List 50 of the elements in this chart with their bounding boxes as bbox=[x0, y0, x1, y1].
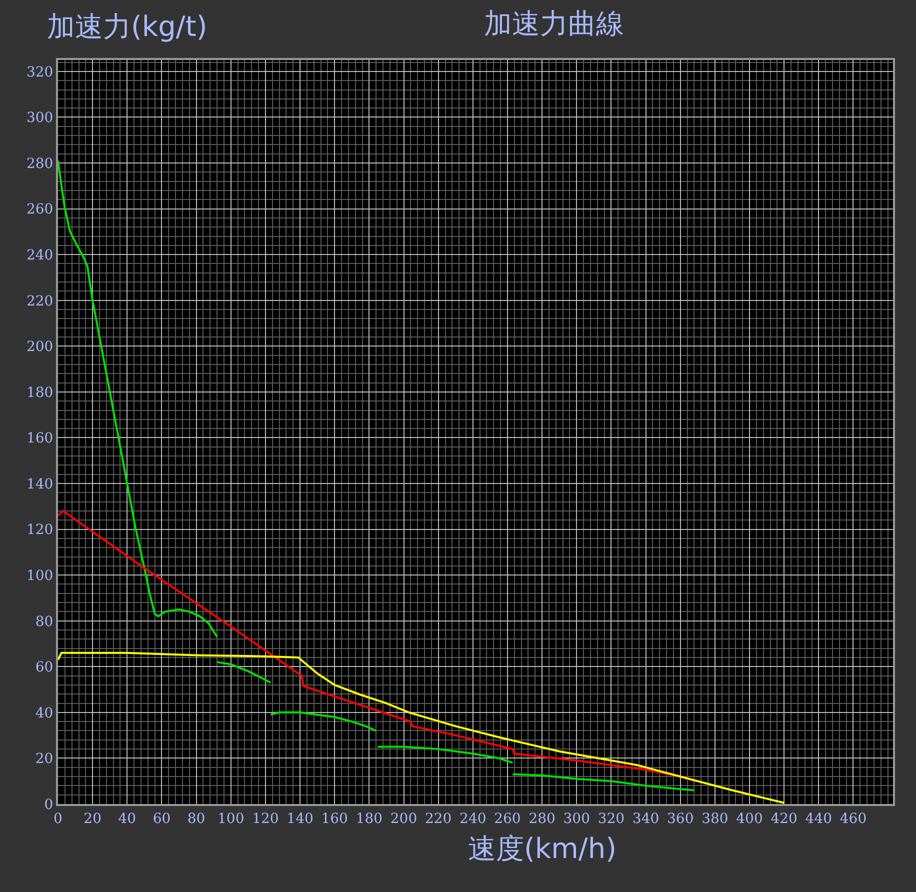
y-tick-label: 160 bbox=[26, 430, 54, 447]
x-tick-label: 140 bbox=[286, 810, 314, 827]
y-tick-label: 280 bbox=[26, 156, 54, 172]
x-tick-label: 260 bbox=[494, 810, 521, 827]
line-series bbox=[376, 746, 514, 764]
x-tick-label: 320 bbox=[598, 810, 625, 827]
x-tick-label: 400 bbox=[736, 810, 763, 827]
y-tick-label: 200 bbox=[26, 339, 54, 356]
x-tick-label: 120 bbox=[252, 810, 279, 827]
y-tick-label: 120 bbox=[26, 522, 54, 538]
x-tick-label: 20 bbox=[84, 810, 102, 827]
x-tick-label: 180 bbox=[356, 810, 383, 827]
x-tick-label: 360 bbox=[666, 810, 694, 827]
line-series bbox=[58, 510, 697, 782]
y-tick-label: 240 bbox=[26, 247, 54, 264]
line-series bbox=[58, 652, 786, 804]
line-series bbox=[270, 711, 378, 732]
x-tick-label: 160 bbox=[321, 810, 348, 827]
x-tick-label: 240 bbox=[460, 810, 486, 827]
x-tick-label: 100 bbox=[218, 810, 244, 827]
line-series bbox=[58, 160, 218, 638]
y-tick-label: 20 bbox=[35, 751, 54, 768]
y-axis-title: 加速力(kg/t) bbox=[47, 10, 208, 43]
y-tick-label: 40 bbox=[35, 705, 54, 722]
x-tick-label: 300 bbox=[563, 810, 590, 827]
y-tick-label: 100 bbox=[26, 568, 54, 584]
y-tick-label: 180 bbox=[26, 384, 54, 401]
x-tick-label: 200 bbox=[390, 810, 418, 827]
x-tick-label: 60 bbox=[152, 810, 171, 827]
y-tick-label: 220 bbox=[26, 293, 54, 310]
x-tick-label: 40 bbox=[118, 810, 136, 827]
x-tick-label: 280 bbox=[528, 810, 556, 827]
x-tick-label: 460 bbox=[840, 810, 867, 827]
x-tick-label: 340 bbox=[632, 810, 660, 827]
y-tick-label: 0 bbox=[44, 796, 54, 813]
x-tick-label: 220 bbox=[424, 810, 452, 827]
chart-title: 加速力曲線 bbox=[484, 6, 624, 40]
x-tick-label: 80 bbox=[187, 810, 206, 827]
y-tick-label: 320 bbox=[26, 64, 54, 80]
x-axis-title: 速度(km/h) bbox=[468, 832, 617, 865]
line-series bbox=[216, 661, 272, 684]
line-series bbox=[512, 773, 696, 792]
x-tick-label: 380 bbox=[702, 810, 728, 827]
x-tick-label: 420 bbox=[770, 810, 798, 827]
y-tick-label: 140 bbox=[26, 476, 54, 492]
y-tick-label: 260 bbox=[26, 202, 54, 218]
x-tick-label: 440 bbox=[805, 810, 832, 827]
y-tick-label: 80 bbox=[35, 614, 54, 630]
y-tick-label: 60 bbox=[35, 660, 54, 676]
y-tick-label: 300 bbox=[26, 110, 54, 126]
